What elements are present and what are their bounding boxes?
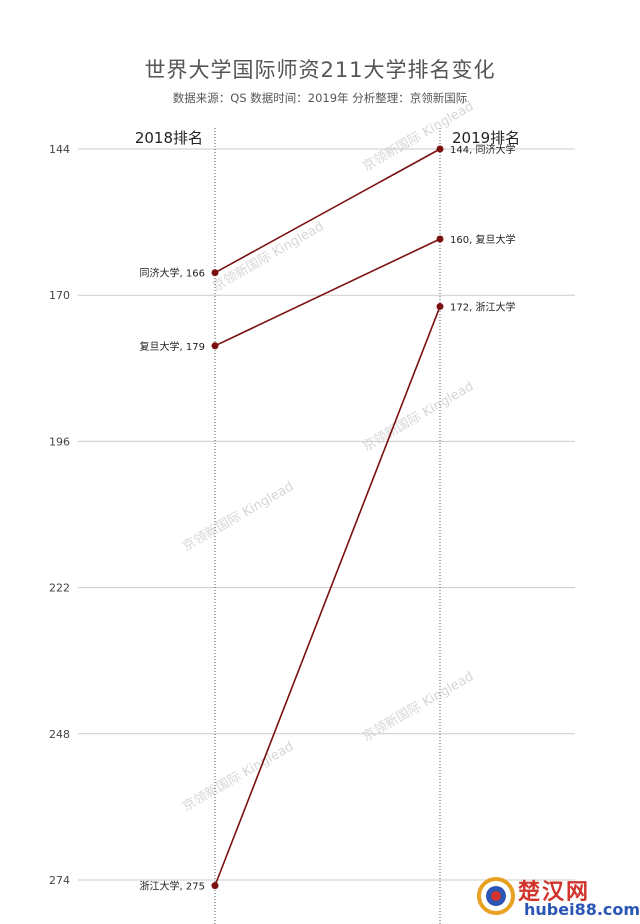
site-logo: 楚汉网 hubei88.com xyxy=(474,874,640,920)
point-2018-2 xyxy=(211,882,219,890)
point-2019-0 xyxy=(436,145,444,153)
y-tick-label-274: 274 xyxy=(49,874,70,887)
series-line-1 xyxy=(214,238,441,347)
y-tick-label-144: 144 xyxy=(49,143,70,156)
label-2019-1: 160, 复旦大学 xyxy=(450,233,515,246)
label-2019-2: 172, 浙江大学 xyxy=(450,300,515,313)
point-2018-1 xyxy=(211,342,219,350)
y-tick-label-248: 248 xyxy=(49,728,70,741)
point-2019-1 xyxy=(436,235,444,243)
label-2019-0: 144, 同济大学 xyxy=(450,143,515,156)
logo-text-bottom: hubei88.com xyxy=(524,900,640,919)
y-tick-label-196: 196 xyxy=(49,435,70,448)
chart-subtitle: 数据来源：QS 数据时间：2019年 分析整理：京领新国际 xyxy=(172,91,468,105)
chart-title: 世界大学国际师资211大学排名变化 xyxy=(144,58,496,82)
series-line-2 xyxy=(214,306,441,886)
watermark-2: 京领新国际 Kinglead xyxy=(180,478,297,555)
column-header-2019: 2019排名 xyxy=(452,129,520,147)
series-line-0 xyxy=(214,148,441,274)
logo-icon xyxy=(477,877,515,915)
column-header-2018: 2018排名 xyxy=(135,129,203,147)
label-2018-1: 复旦大学, 179 xyxy=(140,340,205,353)
watermark-4: 京领新国际 Kinglead xyxy=(180,738,297,815)
point-2019-2 xyxy=(436,302,444,310)
logo-text-top: 楚汉网 xyxy=(518,880,591,905)
y-tick-label-222: 222 xyxy=(49,582,70,595)
label-2018-2: 浙江大学, 275 xyxy=(140,880,205,893)
watermark-0: 京领新国际 Kinglead xyxy=(210,218,327,295)
point-2018-0 xyxy=(211,269,219,277)
y-tick-label-170: 170 xyxy=(49,289,70,302)
watermark-3: 京领新国际 Kinglead xyxy=(360,378,477,455)
label-2018-0: 同济大学, 166 xyxy=(140,267,205,280)
